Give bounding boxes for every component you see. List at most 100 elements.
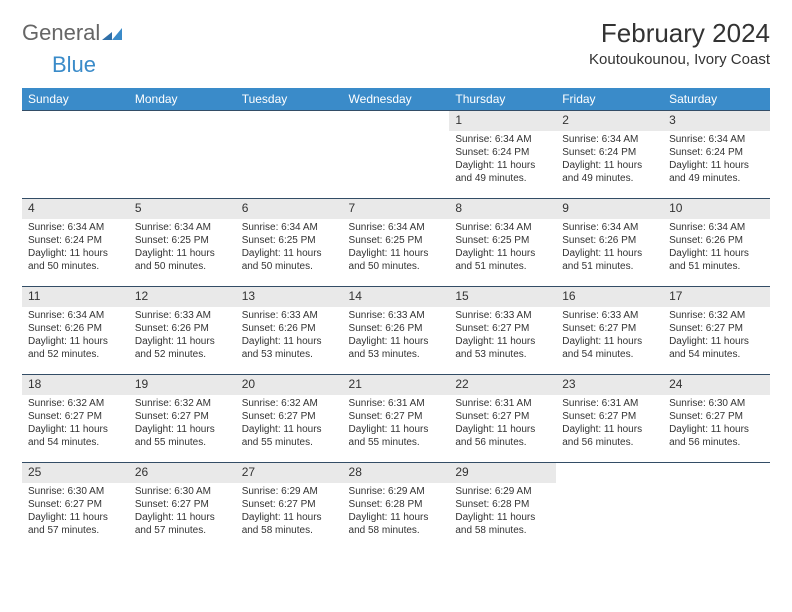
daylight-text: Daylight: 11 hours and 55 minutes. [135, 423, 230, 449]
day-details: Sunrise: 6:34 AMSunset: 6:24 PMDaylight:… [449, 131, 556, 191]
calendar-cell: 21Sunrise: 6:31 AMSunset: 6:27 PMDayligh… [343, 375, 450, 463]
day-number: 1 [449, 111, 556, 131]
location: Koutoukounou, Ivory Coast [589, 51, 770, 68]
daylight-text: Daylight: 11 hours and 54 minutes. [28, 423, 123, 449]
sunset-text: Sunset: 6:27 PM [28, 498, 123, 511]
day-details: Sunrise: 6:34 AMSunset: 6:25 PMDaylight:… [129, 219, 236, 279]
calendar-cell: 20Sunrise: 6:32 AMSunset: 6:27 PMDayligh… [236, 375, 343, 463]
sunset-text: Sunset: 6:27 PM [669, 322, 764, 335]
calendar-cell: 13Sunrise: 6:33 AMSunset: 6:26 PMDayligh… [236, 287, 343, 375]
day-details: Sunrise: 6:30 AMSunset: 6:27 PMDaylight:… [663, 395, 770, 455]
daylight-text: Daylight: 11 hours and 56 minutes. [455, 423, 550, 449]
calendar-cell: 25Sunrise: 6:30 AMSunset: 6:27 PMDayligh… [22, 463, 129, 551]
sunrise-text: Sunrise: 6:33 AM [349, 309, 444, 322]
calendar-cell: 9Sunrise: 6:34 AMSunset: 6:26 PMDaylight… [556, 199, 663, 287]
weekday-header: Saturday [663, 88, 770, 111]
day-number: 13 [236, 287, 343, 307]
day-number: 12 [129, 287, 236, 307]
calendar-cell: 8Sunrise: 6:34 AMSunset: 6:25 PMDaylight… [449, 199, 556, 287]
sunrise-text: Sunrise: 6:32 AM [669, 309, 764, 322]
calendar-cell: 24Sunrise: 6:30 AMSunset: 6:27 PMDayligh… [663, 375, 770, 463]
sunrise-text: Sunrise: 6:34 AM [349, 221, 444, 234]
sunrise-text: Sunrise: 6:34 AM [669, 221, 764, 234]
daylight-text: Daylight: 11 hours and 53 minutes. [455, 335, 550, 361]
day-number: 22 [449, 375, 556, 395]
daylight-text: Daylight: 11 hours and 52 minutes. [135, 335, 230, 361]
calendar-cell [343, 111, 450, 199]
calendar-cell: 10Sunrise: 6:34 AMSunset: 6:26 PMDayligh… [663, 199, 770, 287]
sunset-text: Sunset: 6:25 PM [242, 234, 337, 247]
weekday-header: Friday [556, 88, 663, 111]
sunrise-text: Sunrise: 6:29 AM [455, 485, 550, 498]
day-details: Sunrise: 6:31 AMSunset: 6:27 PMDaylight:… [449, 395, 556, 455]
day-number [556, 463, 663, 467]
weekday-header: Tuesday [236, 88, 343, 111]
sunset-text: Sunset: 6:27 PM [455, 322, 550, 335]
day-details: Sunrise: 6:30 AMSunset: 6:27 PMDaylight:… [129, 483, 236, 543]
sunrise-text: Sunrise: 6:30 AM [669, 397, 764, 410]
daylight-text: Daylight: 11 hours and 58 minutes. [242, 511, 337, 537]
day-number [236, 111, 343, 115]
day-details: Sunrise: 6:33 AMSunset: 6:27 PMDaylight:… [449, 307, 556, 367]
calendar-cell: 27Sunrise: 6:29 AMSunset: 6:27 PMDayligh… [236, 463, 343, 551]
sunset-text: Sunset: 6:26 PM [349, 322, 444, 335]
day-details: Sunrise: 6:29 AMSunset: 6:27 PMDaylight:… [236, 483, 343, 543]
sunrise-text: Sunrise: 6:34 AM [562, 221, 657, 234]
day-details: Sunrise: 6:32 AMSunset: 6:27 PMDaylight:… [236, 395, 343, 455]
sunset-text: Sunset: 6:26 PM [562, 234, 657, 247]
sunrise-text: Sunrise: 6:32 AM [135, 397, 230, 410]
calendar-cell [22, 111, 129, 199]
day-details: Sunrise: 6:33 AMSunset: 6:27 PMDaylight:… [556, 307, 663, 367]
day-number: 25 [22, 463, 129, 483]
daylight-text: Daylight: 11 hours and 53 minutes. [349, 335, 444, 361]
daylight-text: Daylight: 11 hours and 56 minutes. [562, 423, 657, 449]
day-number [343, 111, 450, 115]
calendar-cell [236, 111, 343, 199]
sunset-text: Sunset: 6:27 PM [242, 410, 337, 423]
sunrise-text: Sunrise: 6:32 AM [28, 397, 123, 410]
day-number: 3 [663, 111, 770, 131]
daylight-text: Daylight: 11 hours and 53 minutes. [242, 335, 337, 361]
day-number: 28 [343, 463, 450, 483]
calendar-cell: 17Sunrise: 6:32 AMSunset: 6:27 PMDayligh… [663, 287, 770, 375]
sunset-text: Sunset: 6:27 PM [28, 410, 123, 423]
sunrise-text: Sunrise: 6:34 AM [455, 221, 550, 234]
daylight-text: Daylight: 11 hours and 58 minutes. [349, 511, 444, 537]
sunset-text: Sunset: 6:27 PM [135, 498, 230, 511]
daylight-text: Daylight: 11 hours and 50 minutes. [349, 247, 444, 273]
sunset-text: Sunset: 6:24 PM [669, 146, 764, 159]
calendar-cell: 19Sunrise: 6:32 AMSunset: 6:27 PMDayligh… [129, 375, 236, 463]
day-details: Sunrise: 6:34 AMSunset: 6:24 PMDaylight:… [556, 131, 663, 191]
daylight-text: Daylight: 11 hours and 49 minutes. [669, 159, 764, 185]
sunrise-text: Sunrise: 6:29 AM [242, 485, 337, 498]
daylight-text: Daylight: 11 hours and 51 minutes. [455, 247, 550, 273]
day-number: 20 [236, 375, 343, 395]
daylight-text: Daylight: 11 hours and 57 minutes. [135, 511, 230, 537]
day-number: 6 [236, 199, 343, 219]
sunrise-text: Sunrise: 6:33 AM [242, 309, 337, 322]
calendar-week-row: 11Sunrise: 6:34 AMSunset: 6:26 PMDayligh… [22, 287, 770, 375]
day-details: Sunrise: 6:32 AMSunset: 6:27 PMDaylight:… [22, 395, 129, 455]
day-number: 11 [22, 287, 129, 307]
weekday-header: Monday [129, 88, 236, 111]
day-number: 26 [129, 463, 236, 483]
calendar-cell: 11Sunrise: 6:34 AMSunset: 6:26 PMDayligh… [22, 287, 129, 375]
day-number: 19 [129, 375, 236, 395]
daylight-text: Daylight: 11 hours and 55 minutes. [349, 423, 444, 449]
calendar-week-row: 4Sunrise: 6:34 AMSunset: 6:24 PMDaylight… [22, 199, 770, 287]
sunset-text: Sunset: 6:26 PM [242, 322, 337, 335]
daylight-text: Daylight: 11 hours and 52 minutes. [28, 335, 123, 361]
day-details: Sunrise: 6:29 AMSunset: 6:28 PMDaylight:… [343, 483, 450, 543]
day-details: Sunrise: 6:31 AMSunset: 6:27 PMDaylight:… [343, 395, 450, 455]
day-details: Sunrise: 6:33 AMSunset: 6:26 PMDaylight:… [343, 307, 450, 367]
sunrise-text: Sunrise: 6:34 AM [242, 221, 337, 234]
day-details: Sunrise: 6:33 AMSunset: 6:26 PMDaylight:… [236, 307, 343, 367]
daylight-text: Daylight: 11 hours and 55 minutes. [242, 423, 337, 449]
daylight-text: Daylight: 11 hours and 51 minutes. [562, 247, 657, 273]
daylight-text: Daylight: 11 hours and 58 minutes. [455, 511, 550, 537]
logo-mark-icon [102, 24, 124, 42]
sunset-text: Sunset: 6:25 PM [135, 234, 230, 247]
day-number: 7 [343, 199, 450, 219]
calendar-cell: 4Sunrise: 6:34 AMSunset: 6:24 PMDaylight… [22, 199, 129, 287]
day-details: Sunrise: 6:32 AMSunset: 6:27 PMDaylight:… [129, 395, 236, 455]
